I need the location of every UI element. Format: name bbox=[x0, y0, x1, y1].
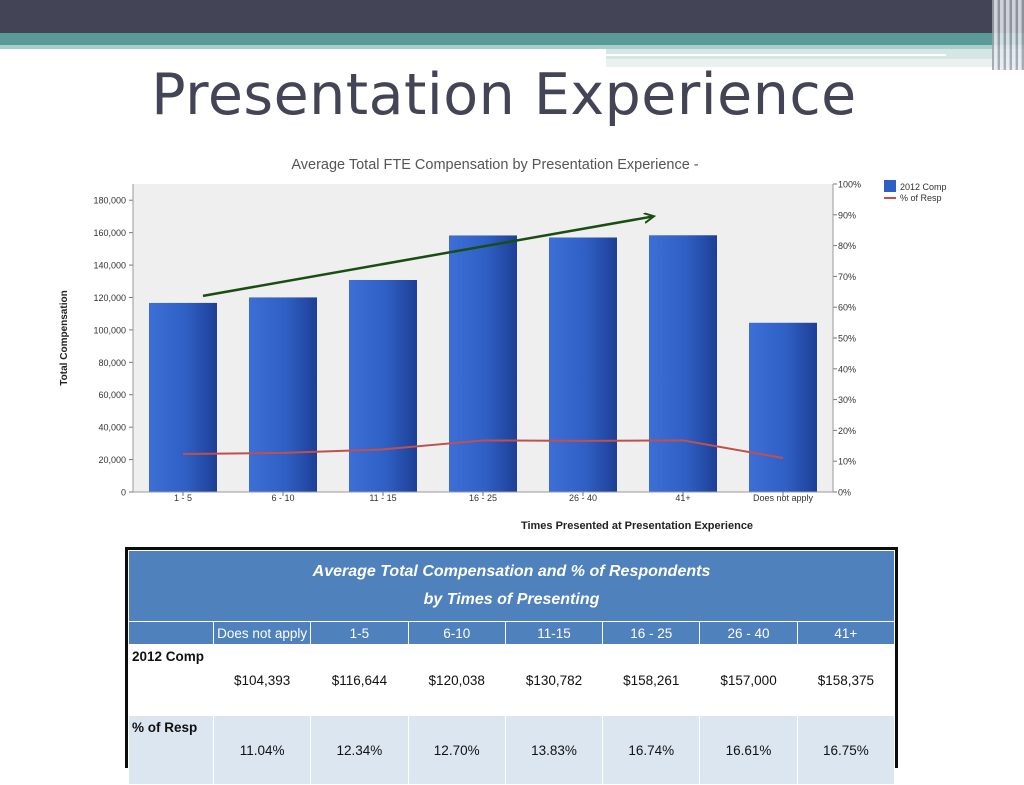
bar bbox=[549, 237, 617, 492]
y2-tick-label: 100% bbox=[838, 180, 861, 190]
y2-tick-label: 50% bbox=[838, 334, 856, 344]
y2-tick-label: 40% bbox=[838, 364, 856, 374]
comp-table: Average Total Compensation and % of Resp… bbox=[125, 547, 898, 785]
line-series bbox=[182, 439, 784, 459]
x-tick-label: 11 - 15 bbox=[369, 493, 396, 503]
y2-tick-label: 20% bbox=[838, 426, 856, 436]
table-cell: 13.83% bbox=[504, 715, 604, 785]
trend-annotation bbox=[202, 216, 653, 298]
bar bbox=[249, 297, 317, 492]
table-cell: $116,644 bbox=[310, 644, 409, 716]
slide-title: Presentation Experience bbox=[151, 62, 857, 128]
table-cell: $157,000 bbox=[699, 644, 798, 716]
table-corner bbox=[128, 621, 214, 645]
teal-banner bbox=[0, 33, 1024, 45]
bar bbox=[149, 302, 217, 492]
decor-line bbox=[606, 54, 946, 56]
table-cell: 12.70% bbox=[407, 715, 506, 785]
bar bbox=[349, 279, 417, 492]
x-tick-label: 26 - 40 bbox=[569, 493, 597, 503]
y-tick-label: 160,000 bbox=[93, 228, 126, 238]
y-tick-label: 120,000 bbox=[93, 293, 126, 303]
table-row: 2012 Comp $104,393 $116,644 $120,038 $13… bbox=[128, 644, 896, 716]
bar bbox=[649, 235, 717, 492]
compensation-chart: Average Total FTE Compensation by Presen… bbox=[59, 157, 947, 532]
y2-tick-label: 10% bbox=[838, 457, 856, 467]
y-tick-label: 80,000 bbox=[98, 358, 126, 368]
chart-title: Average Total FTE Compensation by Presen… bbox=[291, 157, 698, 173]
y2-tick-label: 80% bbox=[838, 241, 856, 251]
x-tick-label: Does not apply bbox=[753, 493, 814, 503]
table-header-cell: Does not apply bbox=[212, 621, 312, 645]
y-axis: 0 20,000 40,000 60,000 80,000 100,000 120,000 1… bbox=[93, 184, 134, 498]
table-cell: 16.61% bbox=[699, 715, 798, 785]
table-title-line1: Average Total Compensation and % of Resp… bbox=[312, 563, 711, 580]
y-tick-label: 140,000 bbox=[93, 261, 126, 271]
table-cell: $104,393 bbox=[212, 644, 312, 716]
decor-band-light bbox=[606, 59, 1024, 67]
table-title-line2: by Times of Presenting bbox=[423, 591, 600, 608]
y2-tick-label: 30% bbox=[838, 395, 856, 405]
table-cell: 11.04% bbox=[212, 715, 312, 785]
table-cell: 16.74% bbox=[602, 715, 701, 785]
table-cell: $130,782 bbox=[504, 644, 604, 716]
row-label: 2012 Comp bbox=[128, 644, 214, 716]
decor-stripes bbox=[992, 0, 1024, 70]
bar bbox=[449, 235, 517, 492]
legend-label-resp: % of Resp bbox=[900, 193, 942, 203]
y2-tick-label: 70% bbox=[838, 272, 856, 282]
y-axis-label: Total Compensation bbox=[59, 290, 70, 385]
table-cell: $120,038 bbox=[407, 644, 506, 716]
table-header-cell: 26 - 40 bbox=[699, 621, 798, 645]
y2-tick-label: 90% bbox=[838, 210, 856, 220]
table-title: Average Total Compensation and % of Resp… bbox=[128, 550, 895, 622]
x-axis-label: Times Presented at Presentation Experien… bbox=[521, 520, 753, 532]
table-cell: $158,375 bbox=[796, 644, 896, 716]
light-banner bbox=[0, 45, 1024, 49]
y2-axis: 0% 10% 20% 30% 40% 50% 60% 70% 80% 90% 100% bbox=[832, 180, 861, 498]
y-tick-label: 180,000 bbox=[93, 196, 126, 206]
y-tick-label: 20,000 bbox=[98, 455, 126, 465]
table-row: % of Resp 11.04% 12.34% 12.70% 13.83% 16… bbox=[128, 715, 896, 785]
bar-series bbox=[149, 235, 817, 492]
x-tick-label: 16 - 25 bbox=[469, 493, 497, 503]
table-header-cell: 41+ bbox=[796, 621, 896, 645]
row-label: % of Resp bbox=[128, 715, 214, 785]
y2-tick-label: 60% bbox=[838, 303, 856, 313]
legend-label-comp: 2012 Comp bbox=[900, 182, 947, 192]
table-cell: 16.75% bbox=[796, 715, 896, 785]
x-tick-label: 41+ bbox=[675, 493, 690, 503]
chart-legend: 2012 Comp % of Resp bbox=[884, 180, 947, 203]
x-tick-label: 1 - 5 bbox=[174, 493, 192, 503]
y-tick-label: 60,000 bbox=[98, 390, 126, 400]
x-tick-label: 6 - 10 bbox=[271, 493, 294, 503]
table-header-cell: 1-5 bbox=[310, 621, 409, 645]
x-axis: 1 - 5 6 - 10 11 - 15 16 - 25 26 - 40 41+ Does … bbox=[133, 491, 833, 503]
y-tick-label: 0 bbox=[121, 488, 126, 498]
legend-swatch-comp bbox=[884, 180, 896, 192]
bar bbox=[749, 322, 817, 492]
table-header-cell: 6-10 bbox=[407, 621, 506, 645]
table-cell: $158,261 bbox=[602, 644, 701, 716]
table-cell: 12.34% bbox=[310, 715, 409, 785]
y-tick-label: 40,000 bbox=[98, 423, 126, 433]
table-header-cell: 11-15 bbox=[504, 621, 604, 645]
resp-line bbox=[182, 439, 784, 459]
top-banner bbox=[0, 0, 1024, 33]
y2-tick-label: 0% bbox=[838, 488, 851, 498]
trend-arrow bbox=[202, 216, 653, 298]
table-header-cell: 16 - 25 bbox=[602, 621, 701, 645]
y-tick-label: 100,000 bbox=[93, 325, 126, 335]
